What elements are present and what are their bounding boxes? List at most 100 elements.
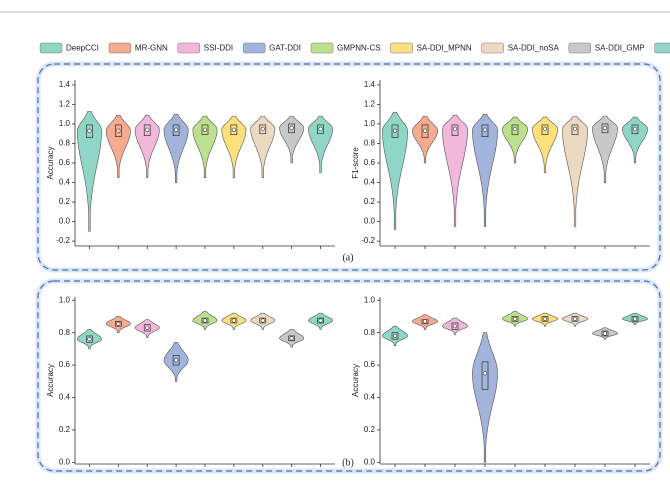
median: [145, 325, 150, 330]
y-axis-label: Accuracy: [46, 364, 55, 397]
panel-frame: [37, 63, 661, 271]
median: [392, 333, 398, 339]
panel-glow: [35, 278, 663, 474]
median: [452, 126, 458, 131]
y-tick-label: 0.8: [364, 139, 376, 148]
legend-label: SA-DDI_MPNN: [417, 44, 472, 53]
y-tick-label: 0.2: [59, 197, 71, 206]
y-tick-label: 1.0: [364, 295, 376, 304]
legend-label: SA-DDI_noSA: [508, 44, 560, 53]
median: [116, 128, 121, 133]
violin: [502, 116, 528, 164]
legend-label: GAT-DDI: [269, 44, 301, 53]
legend-swatch: [242, 42, 266, 54]
y-tick-label: 0.4: [59, 178, 71, 187]
legend-swatch: [108, 42, 132, 54]
panel-label: (a): [342, 252, 353, 263]
median: [318, 318, 323, 323]
violin: [472, 113, 498, 227]
box: [541, 316, 549, 322]
violin: [562, 115, 588, 227]
box: [172, 124, 180, 137]
violin: [622, 116, 648, 164]
violin: [532, 116, 558, 174]
median: [542, 126, 548, 131]
median: [87, 128, 92, 133]
violin: [442, 114, 468, 227]
y-tick-label: 0.6: [364, 360, 376, 369]
median: [174, 358, 179, 363]
box: [391, 124, 399, 138]
legend-swatch: [310, 42, 334, 54]
median: [87, 337, 92, 342]
box: [288, 123, 296, 134]
box: [143, 324, 151, 332]
legend-label: DeepCCI: [66, 44, 99, 53]
median: [512, 316, 518, 321]
legend-swatch: [481, 42, 504, 54]
median: [174, 127, 179, 132]
median: [422, 319, 428, 324]
box: [631, 124, 639, 135]
y-tick-label: 1.2: [59, 100, 71, 109]
violin: [592, 115, 618, 183]
median: [452, 324, 458, 329]
box: [451, 124, 459, 137]
violin: [382, 111, 408, 230]
median: [572, 316, 578, 321]
box: [259, 317, 267, 324]
median: [512, 126, 518, 131]
legend-swatch: [39, 42, 63, 54]
violin: [192, 115, 218, 178]
y-tick-label: 0.0: [59, 217, 71, 226]
panel-label: (b): [342, 457, 354, 468]
violin: [308, 115, 333, 174]
median: [289, 125, 294, 130]
legend-swatch: [568, 42, 592, 54]
y-tick-label: -0.2: [361, 236, 375, 245]
box: [114, 124, 122, 137]
box: [201, 317, 209, 324]
y-tick-label: 1.0: [59, 295, 71, 304]
box: [201, 124, 209, 136]
box: [114, 320, 122, 327]
box: [631, 316, 639, 322]
median: [422, 128, 428, 133]
box: [259, 124, 267, 135]
box: [288, 335, 296, 342]
legend-label: GMPNN-CS: [337, 44, 381, 53]
panel-frame: [37, 280, 661, 472]
box: [481, 124, 489, 137]
violin: [279, 115, 305, 164]
box: [317, 317, 324, 324]
y-tick-label: 1.2: [364, 100, 376, 109]
y-tick-label: 0.6: [59, 158, 71, 167]
panel-glow: [35, 61, 663, 273]
violin: [412, 115, 438, 164]
y-tick-label: 0.4: [364, 393, 376, 402]
box: [481, 361, 489, 390]
median: [116, 321, 121, 326]
median: [202, 318, 208, 323]
median: [202, 127, 208, 132]
y-tick-label: 1.4: [364, 80, 376, 89]
y-tick-label: 0.8: [59, 328, 71, 337]
y-tick-label: 0.4: [364, 178, 376, 187]
median: [542, 316, 548, 321]
median: [231, 127, 236, 132]
violin: [250, 115, 276, 178]
y-tick-label: 0.4: [59, 393, 71, 402]
y-tick-label: 1.4: [59, 80, 71, 89]
violin: [134, 114, 160, 178]
y-axis-label: Accuracy: [46, 147, 55, 180]
violin: [77, 110, 102, 232]
box: [511, 124, 519, 136]
y-tick-label: 0.8: [59, 139, 71, 148]
violin: [163, 113, 189, 183]
violin: [105, 114, 131, 178]
median: [289, 336, 294, 341]
median: [482, 127, 488, 132]
legend-label: SSI-DDI: [204, 44, 233, 53]
legend-swatch: [177, 42, 201, 54]
box: [86, 335, 93, 343]
